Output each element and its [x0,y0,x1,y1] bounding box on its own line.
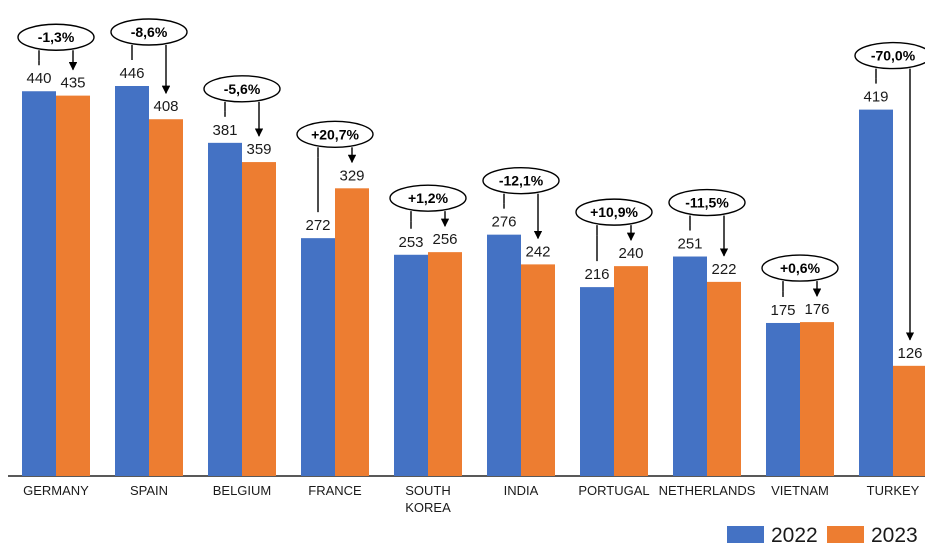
bar-2022 [301,238,335,476]
value-label-2022: 175 [770,302,795,319]
value-label-2023: 126 [897,345,922,362]
change-badge [110,18,188,46]
value-label-2023: 256 [432,231,457,248]
category-label: FRANCE [308,483,362,498]
change-percent: -12,1% [499,173,544,189]
bar-2023 [335,188,369,476]
bar-2023 [800,322,834,476]
value-label-2023: 242 [525,243,550,260]
bar-2022 [208,142,242,476]
category-label: SPAIN [130,483,168,498]
change-percent: +10,9% [590,204,638,220]
bar-2023 [56,95,90,476]
change-percent: +20,7% [311,126,359,142]
value-label-2022: 419 [863,89,888,106]
bar-2022 [673,256,707,476]
value-label-2022: 251 [677,236,702,253]
change-badge [668,188,746,217]
value-label-2022: 253 [398,234,423,251]
bar-2023 [893,365,925,476]
value-label-2022: 446 [119,65,144,82]
value-label-2023: 240 [618,245,643,262]
category-label: VIETNAM [771,483,829,498]
category-label: GERMANY [23,483,89,498]
bar-2022 [115,86,149,476]
category-label: KOREA [405,500,451,515]
change-percent: -8,6% [131,24,168,40]
category-label: SOUTH [405,483,451,498]
change-percent: -1,3% [38,29,75,45]
bar-2022 [580,287,614,476]
change-badge [296,120,374,149]
bar-2022 [487,234,521,476]
bar-2023 [149,119,183,476]
bar-2022 [394,254,428,476]
category-label: BELGIUM [213,483,272,498]
change-percent: -5,6% [224,81,261,97]
change-percent: +1,2% [408,190,449,206]
change-badge [854,41,925,70]
value-label-2022: 276 [491,214,516,231]
bar-2023 [428,252,462,476]
change-badge [575,198,653,226]
bar-2023 [707,281,741,476]
value-label-2023: 359 [246,141,271,158]
change-badge [482,166,560,195]
value-label-2023: 329 [339,167,364,184]
change-badge [389,184,467,212]
legend-swatch [727,526,764,543]
change-badge [761,254,839,282]
value-label-2023: 222 [711,261,736,278]
category-label: PORTUGAL [578,483,649,498]
change-percent: -11,5% [685,195,729,211]
change-percent: -70,0% [871,48,916,64]
value-label-2023: 435 [60,75,85,92]
bar-2023 [614,266,648,476]
value-label-2022: 216 [584,266,609,283]
legend-label: 2023 [871,524,918,547]
bar-2022 [22,91,56,476]
category-label: TURKEY [867,483,920,498]
change-badge [203,75,281,103]
value-label-2023: 408 [153,98,178,115]
change-percent: +0,6% [780,260,821,276]
value-label-2022: 272 [305,217,330,234]
bar-2022 [859,109,893,476]
value-label-2022: 381 [212,122,237,139]
bar-2023 [242,162,276,476]
bar-2023 [521,264,555,476]
bar-2022 [766,322,800,476]
legend-label: 2022 [771,524,818,547]
value-label-2023: 176 [804,301,829,318]
legend-swatch [827,526,864,543]
category-label: NETHERLANDS [659,483,756,498]
change-badge [17,23,95,51]
category-label: INDIA [504,483,539,498]
value-label-2022: 440 [26,70,51,87]
